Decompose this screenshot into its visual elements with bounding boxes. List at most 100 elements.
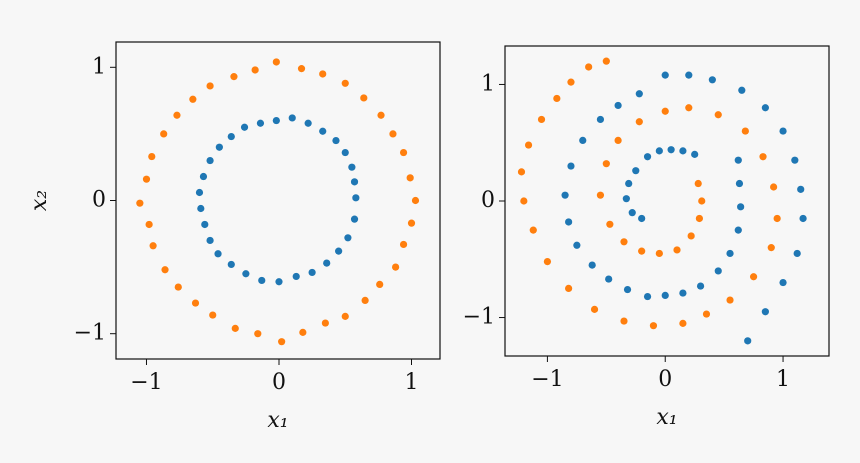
point — [344, 234, 352, 242]
point — [714, 111, 722, 119]
point — [685, 71, 693, 79]
point — [195, 188, 204, 197]
point — [348, 163, 356, 171]
point — [407, 219, 416, 227]
point — [341, 312, 349, 320]
point — [695, 214, 704, 223]
point — [256, 119, 265, 127]
point — [227, 132, 235, 141]
point — [573, 241, 581, 249]
point — [389, 130, 397, 138]
point — [643, 292, 652, 301]
point — [673, 246, 681, 254]
point — [596, 191, 605, 199]
point — [655, 249, 663, 258]
point — [517, 168, 526, 176]
point — [160, 130, 168, 138]
point — [643, 153, 652, 161]
point — [602, 160, 610, 168]
point — [319, 127, 327, 135]
point — [189, 95, 197, 103]
point — [352, 194, 360, 202]
point — [292, 272, 300, 281]
point — [319, 70, 327, 78]
point — [297, 65, 306, 73]
point — [726, 249, 734, 258]
point — [779, 278, 787, 287]
point — [628, 209, 636, 217]
plot-area — [115, 41, 441, 360]
point — [635, 90, 643, 98]
point — [579, 136, 587, 144]
point — [148, 152, 156, 161]
point — [797, 185, 805, 193]
point — [231, 324, 239, 332]
point — [323, 259, 331, 267]
point — [288, 114, 296, 122]
point — [321, 319, 329, 327]
point — [561, 191, 569, 199]
point — [799, 214, 807, 223]
point — [537, 115, 546, 124]
x-tick-label: 1 — [776, 367, 790, 392]
point — [761, 308, 769, 316]
y-tick-label: −1 — [463, 305, 495, 330]
point — [588, 261, 596, 269]
point — [275, 278, 283, 286]
point — [614, 136, 622, 144]
point — [529, 226, 537, 234]
point — [791, 156, 799, 164]
point — [638, 247, 646, 255]
point — [679, 289, 687, 297]
point — [679, 147, 687, 155]
point — [687, 232, 695, 240]
x-tick-label: −1 — [130, 370, 162, 395]
point — [698, 197, 706, 205]
point — [567, 162, 575, 170]
point — [620, 317, 628, 325]
point — [726, 296, 734, 304]
point — [779, 127, 787, 135]
point — [602, 57, 610, 65]
point — [735, 179, 744, 188]
point — [242, 270, 250, 278]
point — [142, 175, 151, 183]
point — [632, 167, 640, 175]
point — [227, 260, 235, 269]
point — [240, 123, 249, 131]
point — [749, 273, 758, 281]
point — [197, 204, 205, 213]
point — [605, 275, 613, 283]
point — [759, 153, 767, 161]
point — [622, 195, 630, 203]
point — [272, 58, 280, 66]
point — [206, 82, 214, 90]
point — [254, 330, 262, 338]
point — [149, 242, 157, 250]
point — [661, 107, 669, 115]
point — [174, 283, 182, 291]
y-axis-label: x₂ — [27, 190, 52, 211]
point — [201, 220, 209, 229]
point — [258, 276, 266, 285]
point — [714, 267, 722, 275]
point — [399, 148, 408, 157]
point — [691, 150, 699, 158]
point — [411, 196, 420, 205]
point — [761, 104, 769, 112]
point — [335, 247, 343, 255]
point — [565, 284, 573, 293]
point — [702, 310, 711, 318]
point — [332, 136, 340, 145]
point — [737, 203, 745, 211]
point — [377, 111, 385, 119]
point — [206, 156, 214, 165]
point — [304, 119, 312, 127]
point — [734, 156, 742, 164]
point — [773, 214, 781, 223]
point — [341, 79, 349, 87]
point — [685, 104, 693, 112]
point — [635, 118, 643, 126]
